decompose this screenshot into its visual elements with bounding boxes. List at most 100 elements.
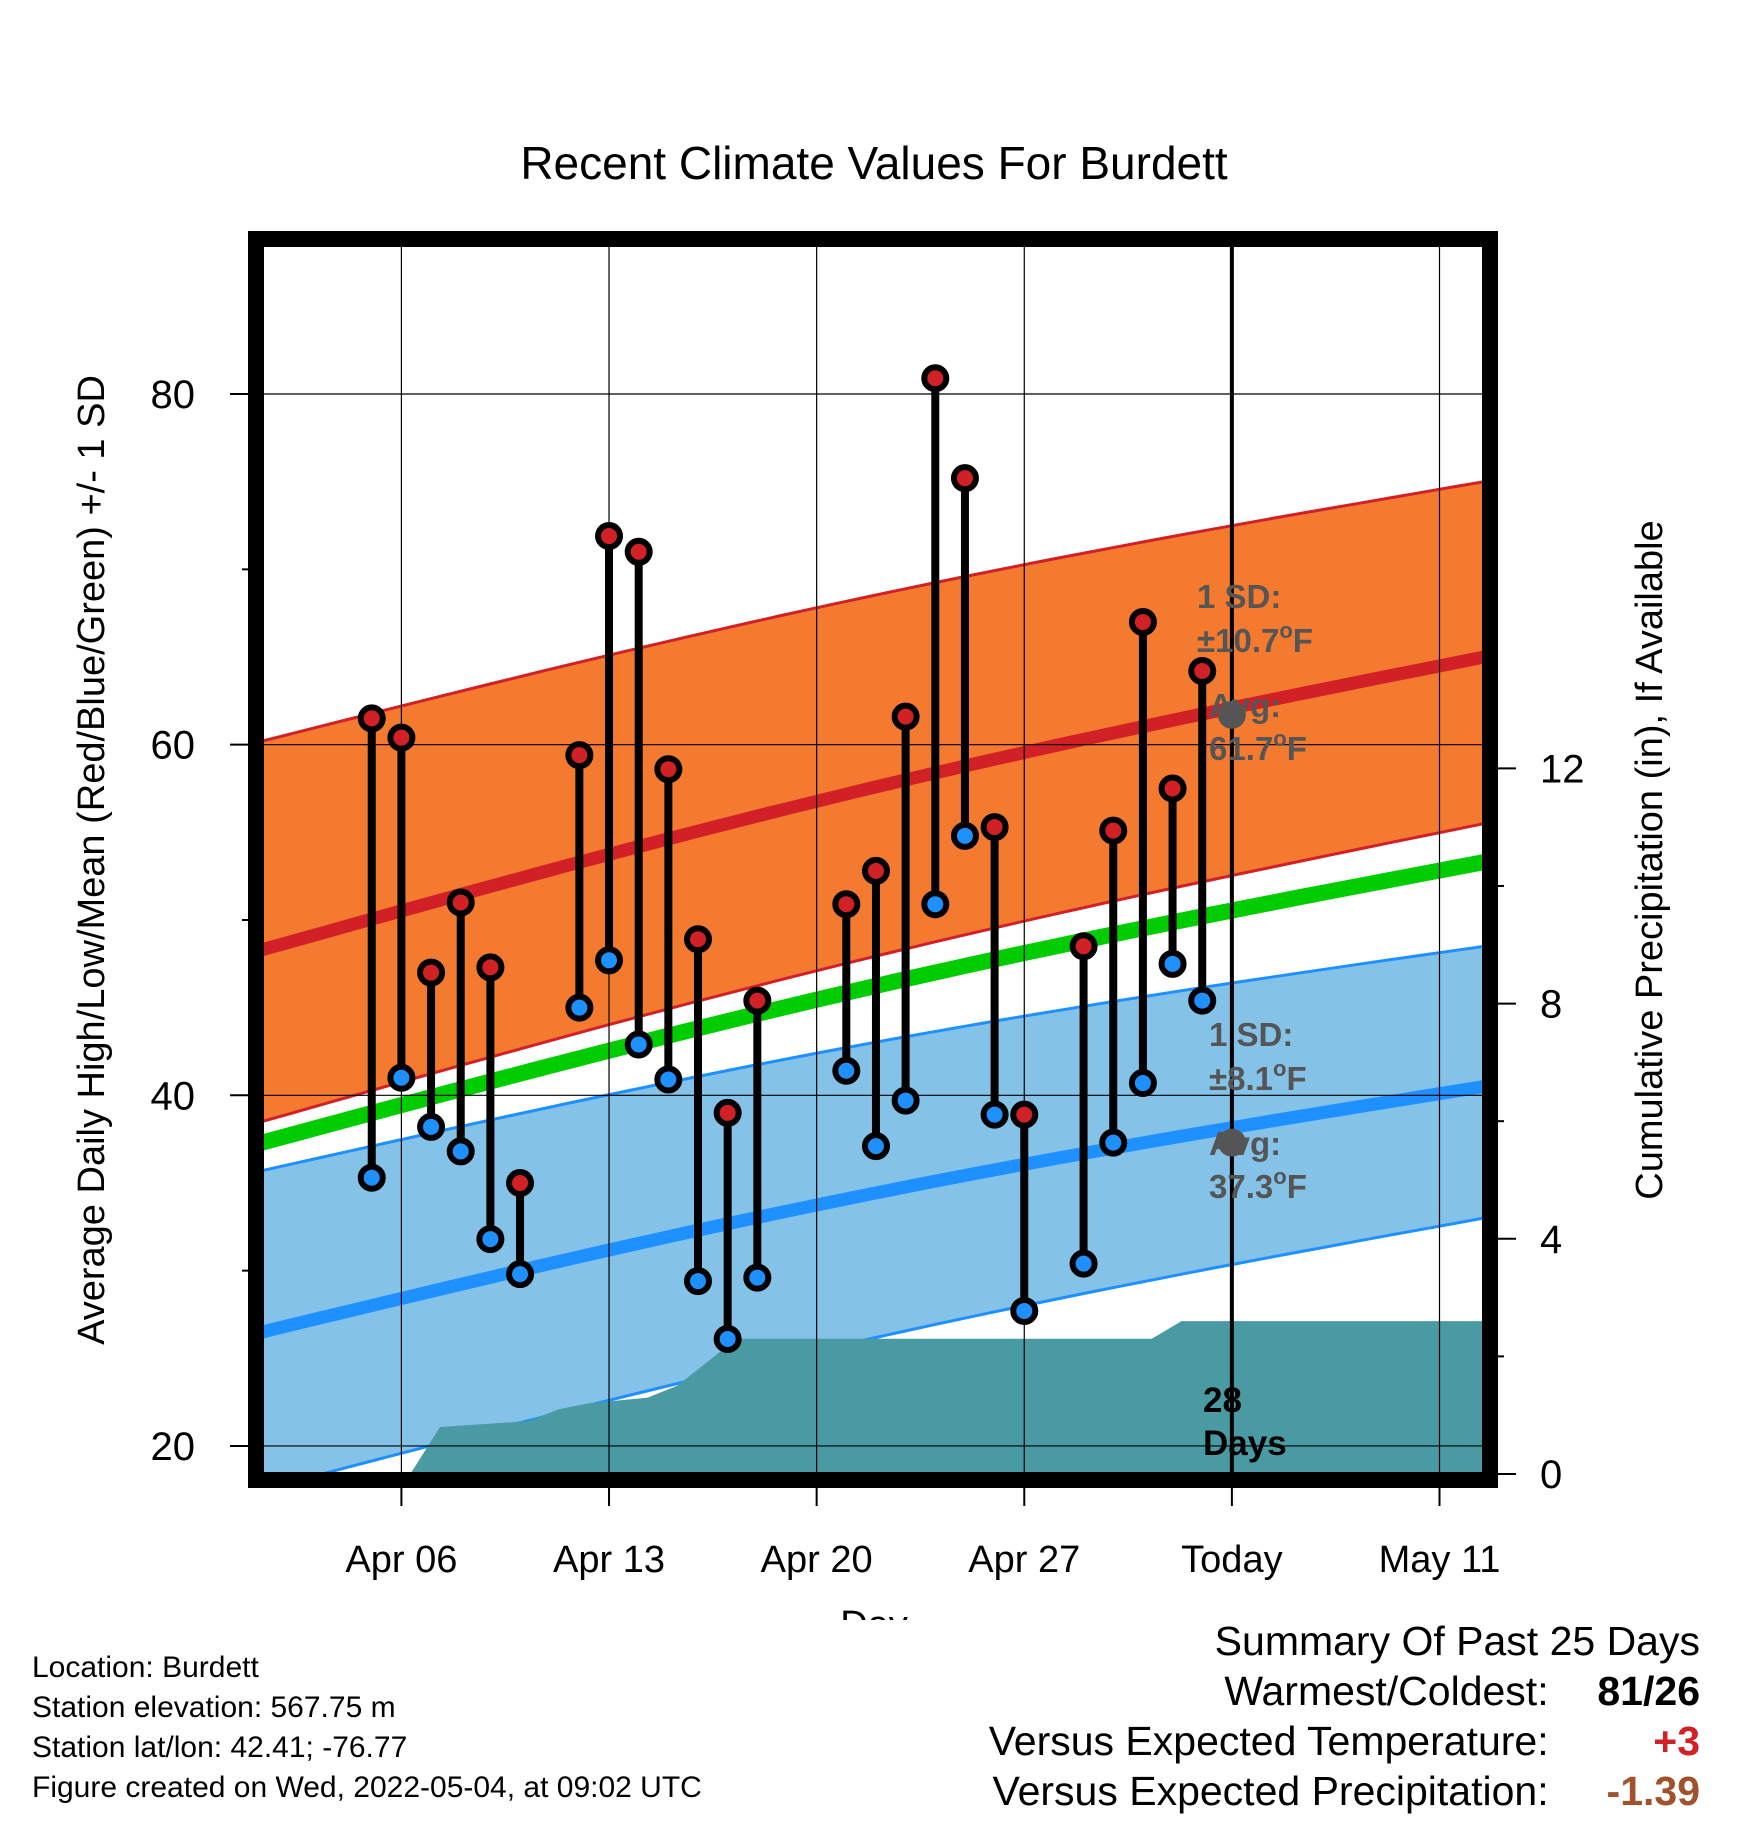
observed-low-point: [950, 821, 979, 850]
observed-low-point: [357, 1163, 386, 1192]
created-text: Figure created on Wed, 2022-05-04, at 09…: [32, 1771, 702, 1804]
observed-low-point: [1128, 1069, 1157, 1098]
normal-high-today-marker: [1217, 700, 1246, 729]
observed-high-point: [861, 856, 890, 885]
observed-high-point: [891, 702, 920, 731]
observed-high-point: [1010, 1100, 1039, 1129]
location-text: Location: Burdett: [32, 1651, 259, 1684]
x-tick-label: Apr 06: [345, 1539, 457, 1581]
normal-high-band-upper-edge: [262, 480, 1484, 743]
observed-high-point: [506, 1168, 535, 1197]
observed-high-point: [595, 522, 624, 551]
observed-low-point: [891, 1086, 920, 1115]
elevation-text: Station elevation: 567.75 m: [32, 1691, 396, 1724]
y2-tick-label: 4: [1540, 1218, 1562, 1262]
normal-low-band: [262, 946, 1484, 1474]
y-tick-label: 40: [151, 1074, 196, 1118]
observed-high-point: [1158, 774, 1187, 803]
x-tick-label: Apr 13: [553, 1539, 665, 1581]
y2-tick-label: 8: [1540, 983, 1562, 1027]
low-sd-value: ±8.1oF: [1209, 1056, 1307, 1097]
observed-low-point: [861, 1132, 890, 1161]
observed-low-point: [743, 1263, 772, 1292]
normal-high-band: [262, 481, 1484, 1122]
high-avg-label: Avg:: [1209, 687, 1281, 724]
observed-low-point: [1158, 949, 1187, 978]
high-avg-value: 61.7oF: [1209, 726, 1307, 767]
observed-high-point: [1128, 607, 1157, 636]
x-tick-label: Apr 27: [968, 1539, 1080, 1581]
observed-high-point: [1099, 816, 1128, 845]
y-tick-label: 80: [151, 373, 196, 417]
normal-low-line: [262, 1080, 1484, 1339]
observed-low-point: [1069, 1249, 1098, 1278]
observed-low-point: [624, 1030, 653, 1059]
observed-low-point: [506, 1260, 535, 1289]
high-sd-label: 1 SD:: [1197, 578, 1281, 615]
precip-vs-expected-label: Versus Expected Precipitation:: [992, 1768, 1549, 1814]
y2-tick-label: 12: [1540, 747, 1585, 791]
observed-low-point: [565, 993, 594, 1022]
observed-high-point: [980, 813, 1009, 842]
observed-high-point: [921, 364, 950, 393]
x-tick-label: Today: [1181, 1539, 1282, 1581]
observed-high-point: [624, 537, 653, 566]
low-avg-value: 37.3oF: [1209, 1164, 1307, 1205]
observed-high-point: [357, 704, 386, 733]
latlon-text: Station lat/lon: 42.41; -76.77: [32, 1731, 408, 1764]
temp-vs-expected-value: +3: [1653, 1718, 1700, 1764]
summary-temp-row: Versus Expected Temperature: +3: [989, 1716, 1700, 1766]
coldest-value: 26: [1654, 1668, 1700, 1714]
observed-low-point: [417, 1112, 446, 1141]
observed-high-point: [1069, 932, 1098, 961]
summary-warm-cold-row: Warmest/Coldest: 81/26: [989, 1666, 1700, 1716]
precip-vs-expected-value: -1.39: [1606, 1768, 1700, 1814]
normal-low-today-marker: [1217, 1128, 1246, 1157]
chart-title: Recent Climate Values For Burdett: [520, 137, 1228, 189]
summary-panel: Summary Of Past 25 Days Warmest/Coldest:…: [989, 1616, 1700, 1816]
warm-cold-separator: /: [1642, 1668, 1655, 1714]
warmest-value: 81: [1597, 1668, 1643, 1714]
observed-low-point: [921, 890, 950, 919]
observed-low-point: [713, 1325, 742, 1354]
summary-title: Summary Of Past 25 Days: [1214, 1618, 1700, 1664]
high-sd-value: ±10.7oF: [1197, 618, 1313, 659]
low-avg-label: Avg:: [1209, 1125, 1281, 1162]
observed-low-point: [980, 1100, 1009, 1129]
observed-low-point: [595, 946, 624, 975]
y-tick-label: 20: [151, 1425, 196, 1469]
observed-high-point: [950, 464, 979, 493]
x-tick-label: Apr 20: [761, 1539, 873, 1581]
observed-low-point: [387, 1063, 416, 1092]
precip-area: [262, 1321, 1484, 1474]
observed-high-point: [654, 755, 683, 784]
observed-low-point: [832, 1056, 861, 1085]
y-tick-label: 60: [151, 724, 196, 768]
plot-frame: [248, 231, 1498, 1488]
observed-low-point: [654, 1065, 683, 1094]
observed-low-point: [1099, 1128, 1128, 1157]
y-axis-label: Average Daily High/Low/Mean (Red/Blue/Gr…: [71, 375, 113, 1345]
warm-cold-value: 81/26: [1560, 1666, 1700, 1716]
observed-high-point: [417, 958, 446, 987]
observed-high-point: [1188, 657, 1217, 686]
precip-days-number: 28: [1203, 1381, 1242, 1420]
y2-axis-label: Cumulative Precipitation (in), If Availa…: [1629, 520, 1671, 1199]
y2-tick-label: 0: [1540, 1453, 1562, 1497]
x-tick-label: May 11: [1379, 1539, 1501, 1581]
x-axis-label: Day: [840, 1604, 908, 1620]
low-sd-label: 1 SD:: [1209, 1016, 1293, 1053]
observed-low-point: [1188, 986, 1217, 1015]
observed-low-point: [1010, 1296, 1039, 1325]
temp-vs-expected-label: Versus Expected Temperature:: [988, 1718, 1549, 1764]
observed-high-point: [476, 953, 505, 982]
observed-low-point: [446, 1137, 475, 1166]
observed-high-point: [387, 723, 416, 752]
summary-precip-row: Versus Expected Precipitation: -1.39: [989, 1766, 1701, 1816]
observed-low-point: [476, 1225, 505, 1254]
observed-high-point: [713, 1098, 742, 1127]
observed-high-point: [684, 925, 713, 954]
observed-high-point: [743, 986, 772, 1015]
